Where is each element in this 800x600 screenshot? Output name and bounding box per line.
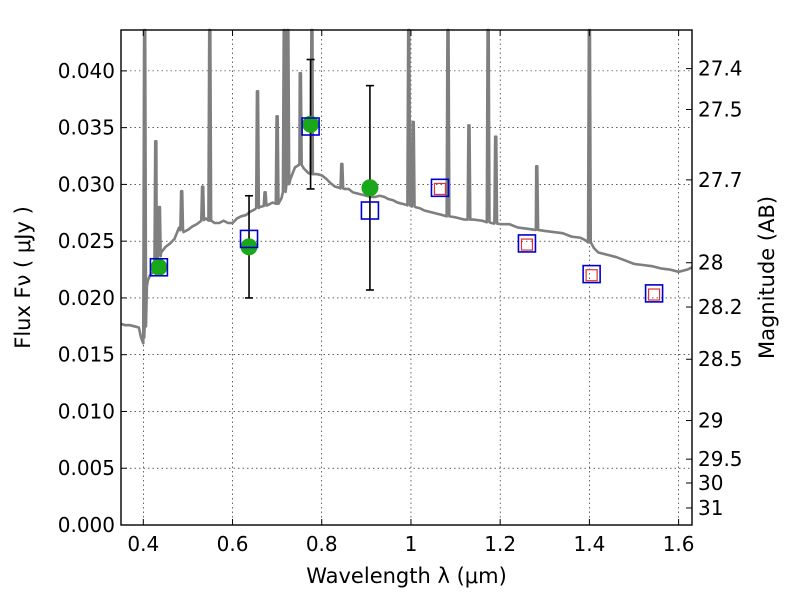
upper-limit-square: [433, 182, 447, 196]
x-tick-label: 0.4: [127, 532, 159, 556]
x-tick-label: 1.6: [663, 532, 695, 556]
y-tick-label: 0.025: [58, 229, 115, 253]
y-tick-label: 0.030: [58, 172, 115, 196]
y-tick-label: 0.010: [58, 399, 115, 423]
right-tick-label: 27.7: [698, 168, 743, 192]
model-flux-square: [360, 201, 380, 220]
y-tick-label: 0.035: [58, 116, 115, 140]
right-tick-label: 27.4: [698, 57, 743, 81]
x-tick-label: 0.6: [217, 532, 249, 556]
spectrum-layer: [120, 28, 693, 345]
model-flux-square: [239, 229, 259, 249]
right-tick-label: 29: [698, 409, 723, 433]
grid-lines: [121, 30, 692, 526]
model-flux-square: [149, 257, 169, 277]
y-tick-label: 0.040: [58, 59, 115, 83]
upper-limit-square: [647, 288, 661, 301]
y-tick-label: 0.020: [58, 286, 115, 310]
model-spectrum-line: [120, 28, 693, 345]
x-tick-label: 1.4: [573, 532, 605, 556]
axis-ticks: 0.4 0.6 0.8 1 1.2 1.4 1.6 0.000 0.005 0.010 0.015 0…: [58, 30, 743, 556]
model-flux-square: [517, 234, 537, 253]
right-tick-label: 28.2: [698, 295, 743, 319]
x-tick-label: 1.2: [484, 532, 516, 556]
right-tick-label: 28.5: [698, 347, 743, 371]
x-tick-label: 0.8: [306, 532, 338, 556]
right-tick-label: 29.5: [698, 447, 743, 471]
model-flux-square: [430, 178, 450, 198]
y-tick-label: 0.005: [58, 456, 115, 480]
observed-flux-point: [361, 179, 379, 197]
observed-flux-point: [150, 258, 168, 276]
photometry-points: [149, 58, 664, 303]
right-tick-label: 27.5: [698, 97, 743, 121]
upper-limit-square: [520, 238, 534, 251]
right-tick-label: 31: [698, 496, 723, 520]
model-flux-square: [301, 117, 320, 136]
right-y-axis-label: Magnitude (AB): [755, 196, 779, 359]
right-tick-label: 28: [698, 251, 723, 275]
right-tick-label: 30: [698, 471, 723, 495]
y-tick-label: 0.000: [58, 513, 115, 537]
y-axis-label: Flux Fν ( μJy ): [11, 206, 35, 349]
y-tick-label: 0.015: [58, 343, 115, 367]
model-flux-square: [582, 264, 601, 284]
x-axis-label: Wavelength λ (μm): [306, 564, 507, 588]
x-tick-label: 1: [405, 532, 418, 556]
model-flux-square: [644, 284, 664, 303]
upper-limit-square: [585, 269, 598, 282]
plot-frame: [120, 29, 693, 526]
